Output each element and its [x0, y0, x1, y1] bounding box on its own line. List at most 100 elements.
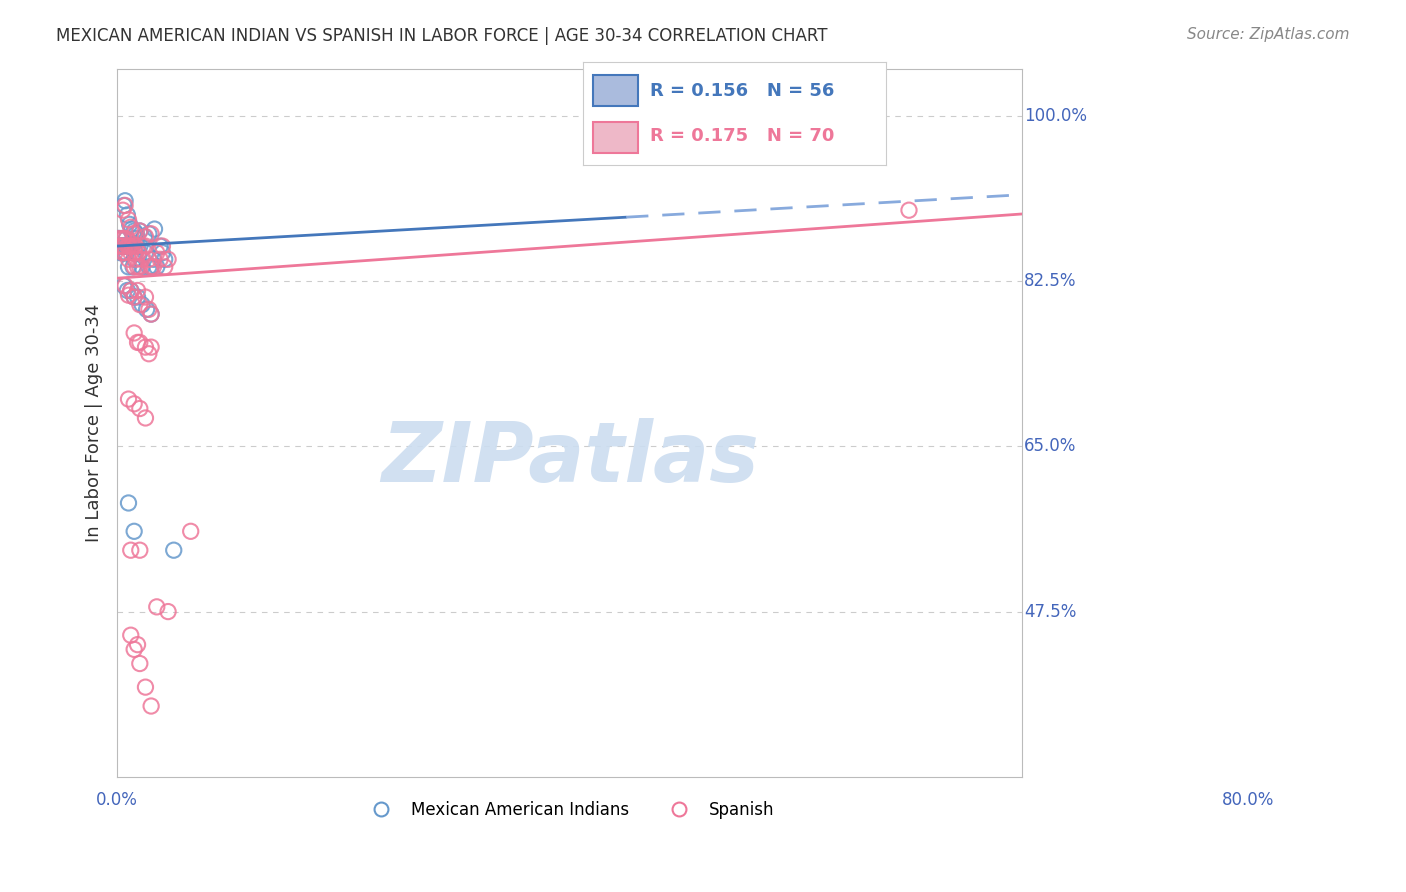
- Point: [127, 335, 149, 350]
- Point: [134, 290, 156, 304]
- Point: [134, 229, 156, 244]
- Point: [111, 245, 134, 260]
- Point: [118, 239, 141, 253]
- Point: [125, 227, 148, 241]
- Point: [121, 222, 143, 236]
- Point: [139, 699, 162, 714]
- Point: [120, 239, 142, 253]
- Point: [122, 227, 145, 241]
- Point: [134, 680, 156, 694]
- Point: [112, 278, 135, 293]
- Point: [117, 208, 139, 222]
- Point: [120, 284, 142, 298]
- Point: [149, 252, 172, 267]
- Point: [142, 260, 165, 274]
- Text: R = 0.156   N = 56: R = 0.156 N = 56: [650, 82, 834, 100]
- Point: [120, 543, 142, 558]
- Point: [135, 302, 157, 317]
- Point: [108, 239, 131, 253]
- Point: [149, 239, 172, 253]
- Point: [115, 231, 138, 245]
- Point: [122, 397, 145, 411]
- Point: [138, 260, 160, 274]
- Point: [122, 290, 145, 304]
- Point: [112, 198, 135, 212]
- Point: [122, 252, 145, 267]
- Point: [117, 239, 139, 253]
- Point: [114, 278, 136, 293]
- Point: [111, 231, 134, 245]
- Point: [134, 411, 156, 425]
- Point: [124, 245, 146, 260]
- Point: [111, 239, 134, 253]
- Point: [127, 290, 149, 304]
- Point: [111, 239, 134, 253]
- Point: [110, 239, 132, 253]
- Point: [128, 335, 150, 350]
- Point: [139, 260, 162, 274]
- Point: [112, 245, 135, 260]
- Text: 80.0%: 80.0%: [1222, 791, 1274, 809]
- Point: [139, 307, 162, 321]
- Point: [898, 203, 921, 218]
- Point: [118, 239, 141, 253]
- Text: 82.5%: 82.5%: [1024, 272, 1077, 290]
- Text: MEXICAN AMERICAN INDIAN VS SPANISH IN LABOR FORCE | AGE 30-34 CORRELATION CHART: MEXICAN AMERICAN INDIAN VS SPANISH IN LA…: [56, 27, 828, 45]
- Point: [111, 203, 134, 218]
- Point: [127, 239, 149, 253]
- Text: R = 0.175   N = 70: R = 0.175 N = 70: [650, 128, 834, 145]
- Point: [114, 245, 136, 260]
- Point: [118, 218, 141, 232]
- FancyBboxPatch shape: [592, 122, 638, 153]
- Text: 47.5%: 47.5%: [1024, 603, 1076, 621]
- Point: [143, 222, 166, 236]
- Point: [139, 307, 162, 321]
- Point: [134, 229, 156, 244]
- Point: [152, 239, 174, 253]
- Point: [146, 599, 169, 614]
- Point: [122, 224, 145, 238]
- Point: [122, 260, 145, 274]
- Point: [122, 524, 145, 539]
- Point: [131, 298, 153, 312]
- Point: [138, 252, 160, 267]
- Point: [117, 239, 139, 253]
- Point: [117, 284, 139, 298]
- Point: [142, 252, 165, 267]
- Point: [112, 239, 135, 253]
- Point: [114, 194, 136, 208]
- Point: [139, 340, 162, 354]
- Point: [128, 401, 150, 416]
- Point: [128, 298, 150, 312]
- Point: [117, 212, 139, 227]
- Point: [111, 239, 134, 253]
- Point: [163, 543, 186, 558]
- Point: [134, 245, 156, 260]
- Point: [120, 628, 142, 642]
- Point: [122, 260, 145, 274]
- Point: [128, 245, 150, 260]
- Point: [128, 245, 150, 260]
- Point: [117, 288, 139, 302]
- Point: [107, 231, 129, 245]
- Point: [157, 252, 180, 267]
- FancyBboxPatch shape: [592, 75, 638, 105]
- Point: [117, 392, 139, 406]
- Point: [125, 231, 148, 245]
- Point: [125, 252, 148, 267]
- Point: [117, 239, 139, 253]
- Point: [122, 326, 145, 340]
- Point: [122, 642, 145, 657]
- Point: [120, 220, 142, 235]
- Point: [131, 260, 153, 274]
- Point: [114, 239, 136, 253]
- Point: [153, 260, 176, 274]
- Point: [124, 239, 146, 253]
- Point: [122, 290, 145, 304]
- Point: [127, 638, 149, 652]
- Point: [121, 239, 143, 253]
- Point: [152, 245, 174, 260]
- Point: [139, 260, 162, 274]
- Point: [122, 245, 145, 260]
- Point: [138, 227, 160, 241]
